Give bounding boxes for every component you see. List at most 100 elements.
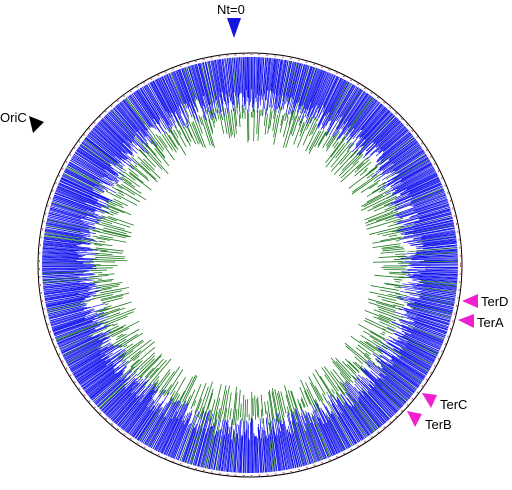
feature-tick [414,326,446,338]
feature-tick [118,340,145,360]
feature-tick [189,411,206,465]
feature-tick [58,184,99,202]
feature-tick [335,88,362,129]
feature-tick [395,186,443,207]
feature-tick [93,227,132,238]
feature-tick [76,149,123,181]
feature-tick [417,207,450,218]
feature-tick [382,248,405,252]
feature-tick [227,439,232,472]
feature-tick [169,390,176,400]
feature-tick [102,378,137,413]
feature-tick [325,128,331,137]
feature-tick [130,163,149,179]
feature-tick [117,383,152,426]
feature-tick [417,271,458,274]
feature-tick [376,376,407,403]
feature-tick [317,131,328,148]
feature-tick [105,115,133,144]
feature-tick [414,199,448,212]
feature-tick [311,123,317,135]
feature-tick [402,250,458,255]
feature-tick [272,110,277,131]
feature-tick [378,316,390,323]
feature-tick [357,344,372,355]
feature-tick [114,395,139,424]
feature-tick [69,343,112,369]
feature-tick [412,280,458,286]
feature-tick [302,424,316,463]
feature-tick [108,112,145,152]
feature-tick [355,109,389,147]
feature-tick [194,64,204,97]
feature-tick [214,398,221,421]
feature-tick [121,383,157,429]
feature-tick [121,176,133,185]
feature-tick [281,423,292,469]
feature-tick [316,403,341,453]
feature-tick [417,249,458,254]
feature-tick [257,397,260,419]
feature-tick [318,417,337,455]
feature-tick [392,197,447,217]
feature-tick [139,149,148,158]
feature-tick [173,413,193,459]
feature-tick [282,60,291,96]
feature-tick [235,57,240,105]
feature-tick [149,367,159,379]
feature-tick [91,130,131,164]
feature-tick [53,315,105,335]
feature-tick [53,320,93,335]
feature-tick [282,61,294,110]
feature-tick [401,335,439,354]
feature-tick [340,157,368,183]
feature-tick [410,239,457,246]
feature-tick [252,419,254,473]
feature-tick [278,59,286,96]
feature-tick [131,156,157,180]
feature-tick [389,138,416,160]
feature-tick [291,421,305,467]
feature-tick [255,57,259,103]
feature-tick [162,403,186,454]
feature-tick [375,128,408,157]
feature-tick [123,99,149,133]
feature-tick [406,212,452,225]
feature-tick [298,65,310,103]
feature-tick [269,58,277,108]
feature-tick [277,413,290,470]
feature-tick [375,384,401,409]
feature-tick [70,344,114,371]
feature-tick [266,410,269,425]
feature-tick [118,382,155,427]
feature-tick [99,308,136,323]
feature-tick [59,180,100,199]
feature-tick [257,427,261,473]
feature-tick [346,363,357,374]
feature-tick [406,233,456,242]
feature-tick [356,162,364,170]
feature-tick [397,327,442,347]
feature-tick [348,165,378,189]
feature-tick [94,222,132,234]
feature-tick [290,414,306,466]
feature-tick [199,63,214,118]
feature-tick [207,409,212,421]
feature-tick [54,320,94,336]
feature-tick [282,420,294,469]
feature-tick [286,430,296,469]
feature-tick [390,163,432,187]
feature-tick [364,111,391,140]
feature-tick [264,401,267,415]
feature-tick [198,417,212,467]
feature-tick [280,115,284,126]
feature-tick [193,64,207,109]
feature-tick [162,76,187,128]
feature-tick [327,400,355,446]
feature-tick [193,400,197,407]
feature-tick [399,175,439,195]
feature-tick [411,308,451,320]
feature-tick [300,407,321,461]
feature-tick [47,215,96,229]
feature-tick [354,380,390,420]
